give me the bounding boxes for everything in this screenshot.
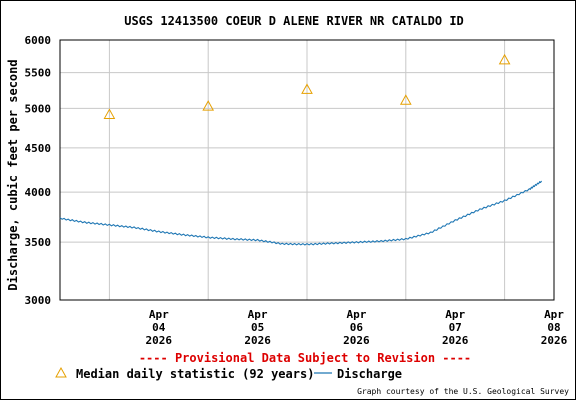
y-tick-label: 5500 [25,67,52,80]
legend-item-discharge: Discharge [314,367,402,381]
series-layer [59,53,543,246]
x-tick-label: Apr [248,308,268,321]
x-tick-label: Apr [445,308,465,321]
chart-title: USGS 12413500 COEUR D ALENE RIVER NR CAT… [124,14,464,28]
x-tick-label: 2026 [343,334,370,347]
y-tick-label: 3000 [25,294,52,307]
x-tick-label: 2026 [541,334,568,347]
triangle-marker-icon [55,366,67,378]
legend-label-discharge: Discharge [337,367,402,381]
y-tick-label: 4000 [25,186,52,199]
median-marker [103,108,116,119]
x-tick-label: 04 [152,321,166,334]
x-tick-label: 06 [350,321,364,334]
x-tick-label: 2026 [442,334,469,347]
provisional-note: ---- Provisional Data Subject to Revisio… [139,351,471,365]
x-axis-ticks: Apr042026Apr052026Apr062026Apr072026Apr0… [146,308,568,347]
x-tick-label: Apr [149,308,169,321]
credit-note: Graph courtesy of the U.S. Geological Su… [357,387,569,396]
legend-item-median: Median daily statistic (92 years) [55,366,314,381]
x-tick-label: Apr [544,308,564,321]
gridlines [60,40,554,300]
plot-area-frame [59,39,555,301]
legend: Median daily statistic (92 years) Discha… [55,366,402,381]
y-tick-label: 5000 [25,102,52,115]
median-marker [202,100,215,111]
y-axis-ticks: 3000 3500 4000 4500 5000 5500 6000 [25,34,52,307]
y-tick-label: 6000 [25,34,52,47]
median-marker [399,94,412,105]
y-tick-label: 3500 [25,236,52,249]
legend-label-median: Median daily statistic (92 years) [76,367,314,381]
x-tick-label: 2026 [244,334,271,347]
x-tick-label: 05 [251,321,264,334]
median-marker [301,83,313,94]
x-tick-label: Apr [346,308,366,321]
discharge-line [59,180,543,246]
x-tick-label: 07 [449,321,462,334]
y-axis-label: Discharge, cubic feet per second [6,59,20,290]
x-tick-label: 08 [547,321,560,334]
x-tick-label: 2026 [146,334,173,347]
median-marker [498,53,511,65]
y-tick-label: 4500 [25,142,52,155]
